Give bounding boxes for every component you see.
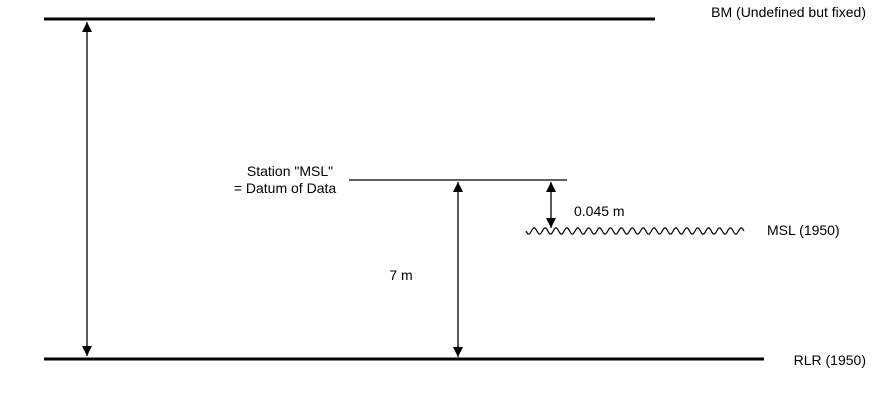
rlr-label: RLR (1950) xyxy=(794,352,866,368)
msl-wavy-line xyxy=(525,227,745,235)
station-label-line1: Station "MSL" xyxy=(247,163,333,179)
bm-label: BM (Undefined but fixed) xyxy=(711,4,866,20)
station-label-line2: = Datum of Data xyxy=(234,180,337,196)
offset-label: 0.045 m xyxy=(574,203,625,219)
msl-label: MSL (1950) xyxy=(767,222,840,238)
height-label: 7 m xyxy=(389,267,412,283)
